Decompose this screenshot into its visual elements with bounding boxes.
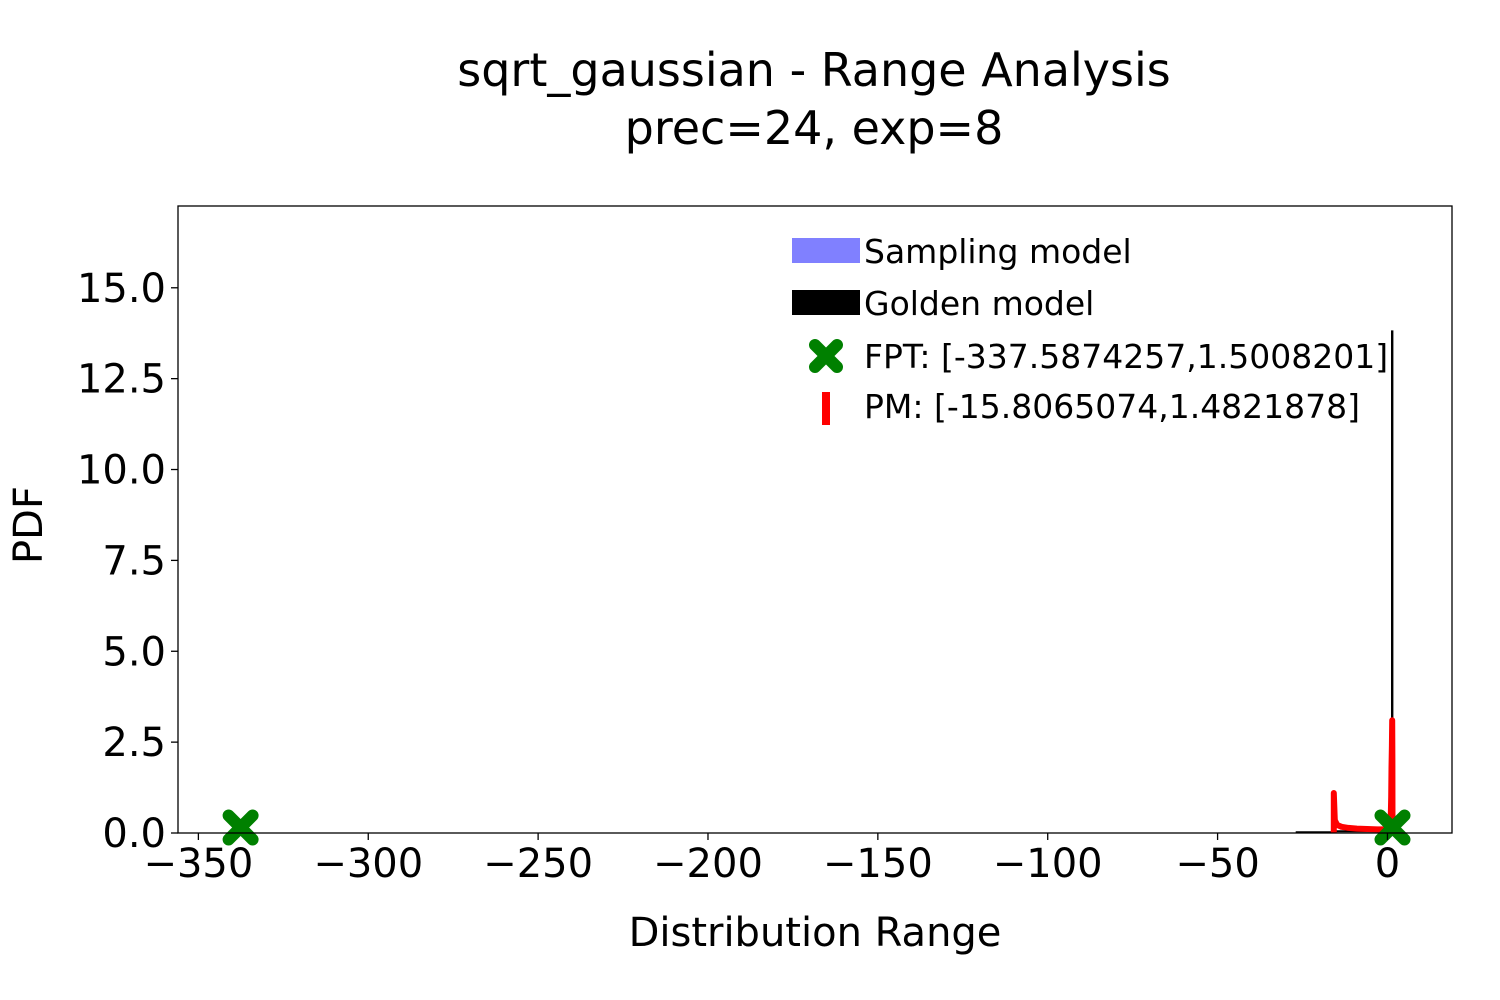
- y-axis-label: PDF: [6, 486, 52, 564]
- y-tick-label: 7.5: [102, 538, 166, 584]
- y-tick-label: 0.0: [102, 811, 166, 857]
- legend-item: FPT: [-337.5874257,1.5008201]: [809, 337, 1388, 376]
- legend-line-swatch: [822, 392, 830, 425]
- y-tick-label: 2.5: [102, 720, 166, 766]
- x-tick-label: −300: [313, 841, 423, 887]
- y-tick-label: 12.5: [77, 357, 166, 403]
- fpt-marker: [1374, 809, 1411, 846]
- fpt-marker: [222, 809, 259, 846]
- x-tick-label: −250: [483, 841, 593, 887]
- y-tick-label: 15.0: [77, 266, 166, 312]
- x-axis: −350 −300 −250 −200 −150 −100 −50 0: [143, 833, 1400, 887]
- legend-item: Sampling model: [792, 232, 1132, 271]
- legend-label: FPT: [-337.5874257,1.5008201]: [864, 337, 1388, 376]
- legend-swatch: [792, 238, 860, 263]
- plot-frame: [177, 205, 1453, 834]
- legend-label: Golden model: [864, 284, 1094, 323]
- x-axis-label: Distribution Range: [629, 910, 1002, 956]
- legend-x-marker: [809, 339, 843, 373]
- plot-area: [222, 330, 1411, 846]
- y-axis: 0.0 2.5 5.0 7.5 10.0 12.5 15.0: [77, 266, 178, 857]
- x-tick-label: −50: [1175, 841, 1259, 887]
- chart-subtitle: prec=24, exp=8: [625, 101, 1004, 155]
- y-tick-label: 10.0: [77, 448, 166, 494]
- x-tick-label: −150: [823, 841, 933, 887]
- legend-swatch: [792, 290, 860, 315]
- x-tick-label: −200: [653, 841, 763, 887]
- x-tick-label: −100: [993, 841, 1103, 887]
- chart-title: sqrt_gaussian - Range Analysis: [457, 43, 1171, 97]
- x-tick-label: 0: [1375, 841, 1400, 887]
- y-tick-label: 5.0: [102, 629, 166, 675]
- legend: Sampling model Golden model FPT: [-337.587…: [792, 232, 1388, 426]
- x-tick-label: −350: [143, 841, 253, 887]
- legend-label: Sampling model: [864, 232, 1132, 271]
- legend-item: PM: [-15.8065074,1.4821878]: [822, 387, 1360, 426]
- legend-item: Golden model: [792, 284, 1094, 323]
- legend-label: PM: [-15.8065074,1.4821878]: [864, 387, 1360, 426]
